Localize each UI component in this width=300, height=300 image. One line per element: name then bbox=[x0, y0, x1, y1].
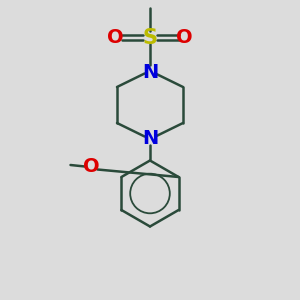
Text: N: N bbox=[142, 128, 158, 148]
Text: O: O bbox=[107, 28, 124, 47]
Text: O: O bbox=[83, 157, 100, 176]
Text: N: N bbox=[142, 62, 158, 82]
Text: O: O bbox=[176, 28, 193, 47]
Text: S: S bbox=[142, 28, 158, 47]
